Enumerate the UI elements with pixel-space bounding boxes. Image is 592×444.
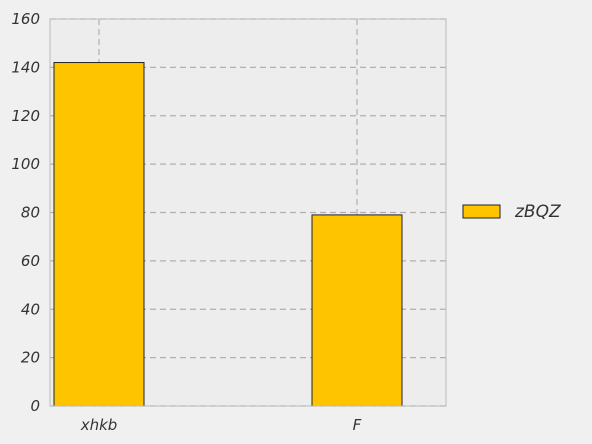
y-tick-label: 100	[11, 155, 40, 173]
legend-swatch-zbqz	[462, 204, 501, 219]
legend-label-zbqz: zBQZ	[514, 202, 561, 222]
x-tick-label: xhkb	[80, 416, 118, 434]
y-axis-tick-labels: 0 20 40 60 80 100 120 140 160	[11, 10, 40, 415]
y-tick-label: 120	[11, 107, 40, 125]
x-tick-label: F	[353, 416, 362, 434]
x-axis-tick-labels: xhkb F	[80, 416, 362, 434]
y-tick-label: 20	[21, 349, 40, 367]
y-tick-label: 60	[21, 252, 40, 270]
y-tick-label: 80	[21, 204, 40, 222]
bar-xhkb	[53, 62, 145, 407]
y-tick-label: 0	[30, 397, 40, 415]
y-tick-label: 40	[21, 300, 40, 318]
y-tick-label: 160	[11, 10, 40, 28]
bars	[53, 62, 403, 407]
legend: zBQZ	[462, 202, 561, 222]
plot-frame	[49, 18, 447, 407]
bar-f	[311, 214, 403, 407]
y-tick-label: 140	[11, 58, 40, 76]
